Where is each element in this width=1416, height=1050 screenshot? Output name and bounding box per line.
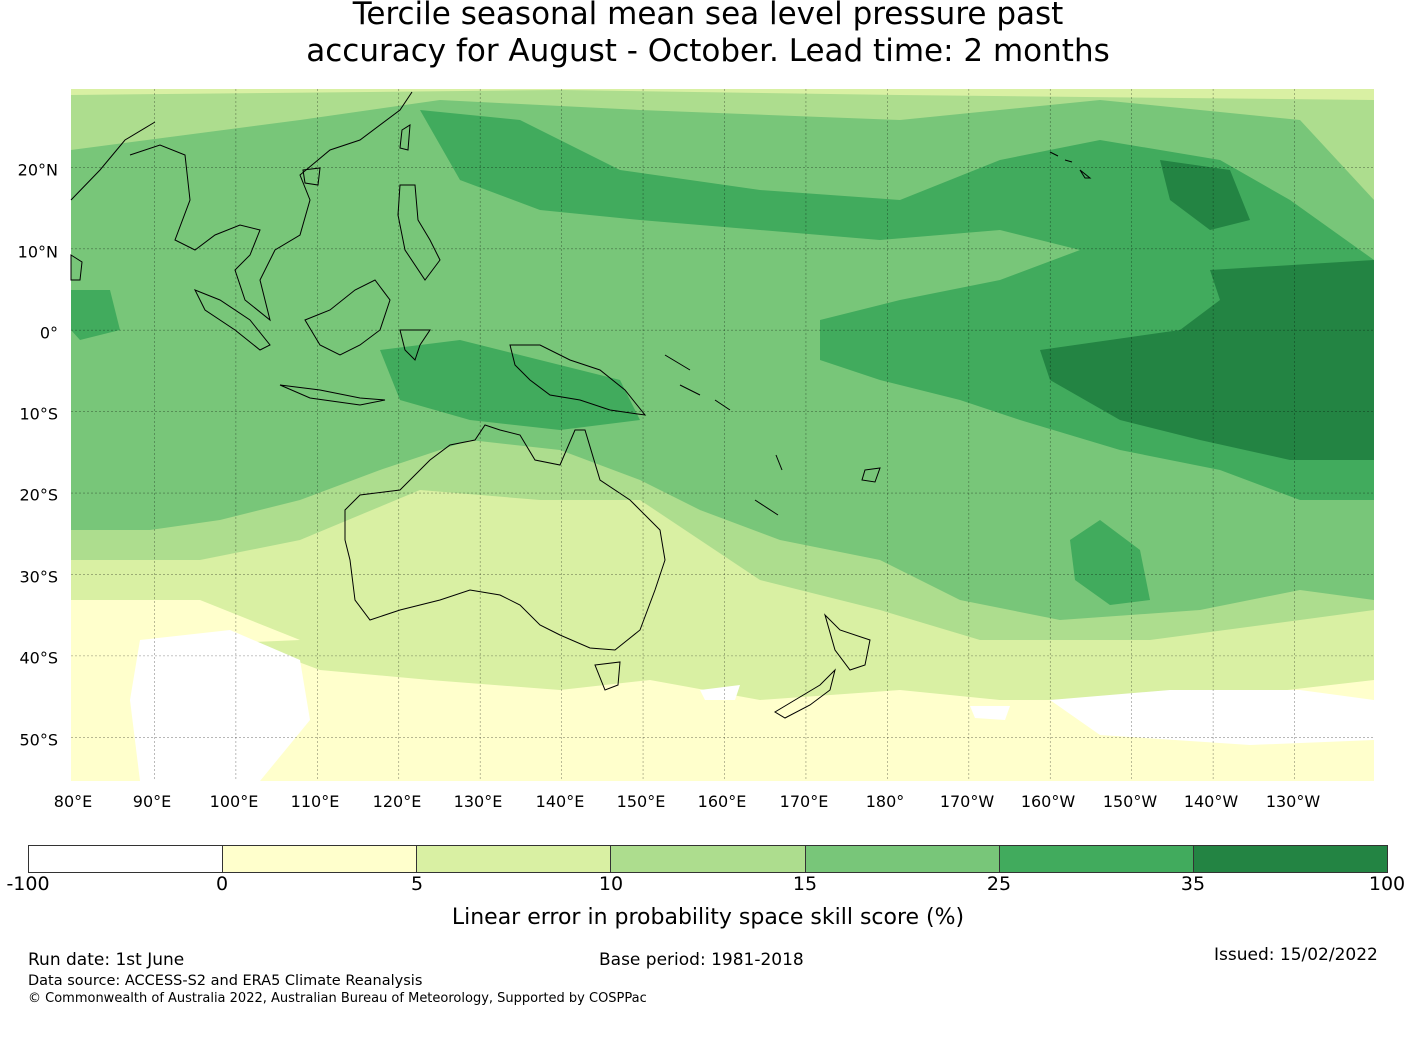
java-coast <box>279 384 386 406</box>
colorbar-tick: 5 <box>410 873 424 895</box>
lat-label: 20°S <box>19 485 58 505</box>
lon-label: 160°E <box>697 792 747 811</box>
sri-lanka-coast <box>70 254 83 281</box>
colorbar-segment <box>417 846 612 872</box>
lon-label: 160°W <box>1020 792 1076 811</box>
lon-label: 80°E <box>53 792 93 811</box>
lon-label: 170°E <box>779 792 829 811</box>
copyright: © Commonwealth of Australia 2022, Austra… <box>28 991 647 1006</box>
colorbar-label: Linear error in probability space skill … <box>451 905 965 930</box>
sulawesi-coast <box>399 329 431 361</box>
colorbar-tick: 10 <box>598 873 624 895</box>
title-line-2: accuracy for August - October. Lead time… <box>306 33 1110 69</box>
lat-label: 40°S <box>19 648 58 668</box>
colorbar-tick: 25 <box>986 873 1012 895</box>
sumatra-coast <box>193 289 271 351</box>
lon-label: 150°W <box>1102 792 1158 811</box>
lon-label: 110°E <box>290 792 340 811</box>
lat-label: 30°S <box>19 567 58 587</box>
colorbar <box>28 845 1388 873</box>
tasmania-coast <box>594 661 621 691</box>
philippines-coast <box>397 184 441 281</box>
lon-label: 90°E <box>132 792 172 811</box>
india-coast <box>70 121 156 201</box>
indochina-coast <box>129 91 413 322</box>
lon-label: 120°E <box>372 792 422 811</box>
graticule <box>71 89 1374 781</box>
colorbar-segment <box>805 846 1000 872</box>
lat-label: 20°N <box>17 160 58 180</box>
lon-label: 140°E <box>535 792 585 811</box>
lon-label: 140°W <box>1183 792 1239 811</box>
field-band <box>1040 260 1374 460</box>
run-date: Run date: 1st June <box>28 950 185 970</box>
field-band <box>380 340 640 430</box>
issued-date: Issued: 15/02/2022 <box>1214 945 1378 965</box>
field-band <box>700 685 740 700</box>
lon-label: 150°E <box>616 792 666 811</box>
lon-label: 170°W <box>939 792 995 811</box>
colorbar-segment <box>1193 846 1387 872</box>
lat-label: 50°S <box>19 730 58 750</box>
colorbar-tick: 35 <box>1180 873 1206 895</box>
colorbar-segment <box>999 846 1194 872</box>
hawaii-coast <box>1049 151 1092 179</box>
colorbar-tick: 15 <box>792 873 818 895</box>
new-caledonia-coast <box>754 499 779 516</box>
colorbar-segment <box>29 846 224 872</box>
skill-field <box>71 89 1374 781</box>
solomon-islands-coast <box>664 354 731 411</box>
hainan-coast <box>302 167 321 186</box>
field-band <box>1160 160 1250 230</box>
field-band <box>1070 520 1150 605</box>
coastlines <box>70 91 1092 719</box>
borneo-coast <box>304 279 391 356</box>
fiji-coast <box>861 467 881 483</box>
field-band <box>1050 690 1374 745</box>
lat-label: 10°N <box>17 242 58 262</box>
colorbar-tick: -100 <box>6 873 50 895</box>
new-zealand-north-coast <box>823 613 871 671</box>
colorbar-segment <box>611 846 806 872</box>
new-guinea-coast <box>509 344 647 416</box>
lon-label: 130°W <box>1265 792 1321 811</box>
data-source: Data source: ACCESS-S2 and ERA5 Climate … <box>28 973 423 989</box>
vanuatu-coast <box>775 454 783 471</box>
field-band <box>970 706 1010 720</box>
lon-label: 100°E <box>209 792 259 811</box>
field-band <box>71 290 120 340</box>
colorbar-tick: 0 <box>215 873 229 895</box>
base-period: Base period: 1981-2018 <box>599 950 804 970</box>
skill-score-map <box>70 89 1374 781</box>
lon-label: 130°E <box>453 792 503 811</box>
australia-coast <box>344 424 666 651</box>
new-zealand-south-coast <box>774 668 836 719</box>
colorbar-segment <box>223 846 418 872</box>
lat-label: 0° <box>39 323 58 343</box>
lon-label: 180° <box>865 792 905 811</box>
lat-label: 10°S <box>19 404 58 424</box>
taiwan-coast <box>399 124 411 151</box>
title-line-1: Tercile seasonal mean sea level pressure… <box>352 0 1064 32</box>
colorbar-tick: 100 <box>1368 873 1406 895</box>
field-band <box>130 630 310 781</box>
